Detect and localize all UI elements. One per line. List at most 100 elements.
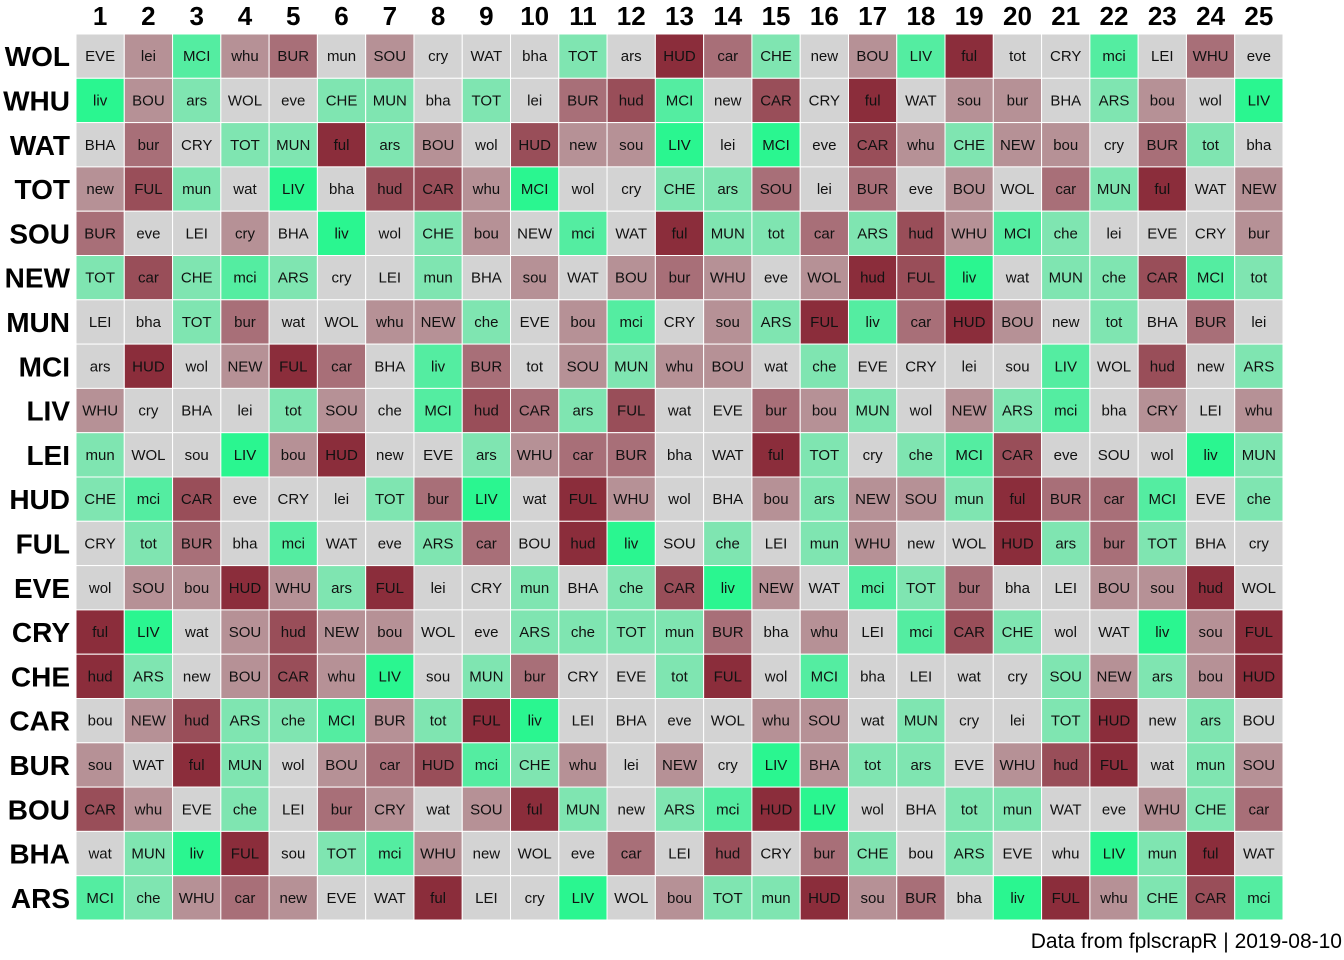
fixture-opponent-label: WOL [228,92,262,109]
fixture-opponent-label: ars [814,491,835,508]
fixture-cell: bou [1137,77,1187,124]
fixture-cell-fill [896,122,946,168]
fixture-cell: mci [896,609,946,655]
fixture-cell-fill [992,255,1043,301]
fixture-cell: WHU [944,210,994,256]
fixture-cell: MCI [1137,476,1187,522]
fixture-opponent-label: mci [861,580,884,597]
fixture-opponent-label: bur [524,668,546,685]
fixture-cell-fill [1234,476,1284,522]
fixture-cell: bou [799,387,849,434]
fixture-opponent-label: LIV [234,447,257,464]
fixture-opponent-label: WAT [712,447,744,464]
gameweek-label: 20 [1003,1,1032,31]
fixture-opponent-label: lei [817,181,832,198]
fixture-opponent-label: bur [138,137,160,154]
fixture-opponent-label: mci [620,314,643,331]
fixture-opponent-label: CRY [1195,225,1226,242]
fixture-opponent-label: BHA [616,713,647,730]
fixture-opponent-label: ful [1010,491,1026,508]
fixture-cell-fill [1234,77,1284,124]
fixture-opponent-label: mun [327,48,356,65]
fixture-cell-fill [413,875,463,921]
fixture-cell: TOT [896,565,946,611]
fixture-cell-fill [172,786,222,832]
fixture-cell-fill [1185,122,1236,168]
fixture-opponent-label: WHU [179,890,215,907]
fixture-cell-fill [1041,786,1091,832]
fixture-opponent-label: SOU [1098,447,1131,464]
fixture-cell: bou [461,210,512,256]
fixture-cell: WHU [847,520,898,567]
fixture-cell: ARS [992,387,1043,434]
fixture-opponent-label: HUD [422,757,455,774]
fixture-cell-fill [1041,343,1091,389]
fixture-cell: WHU [268,565,318,611]
fixture-cell: WHU [75,387,125,434]
fixture-cell: EVE [703,387,753,434]
fixture-cell-fill [896,210,946,256]
fixture-cell: BUR [847,166,898,212]
fixture-cell-fill [123,786,174,832]
fixture-opponent-label: bha [957,890,983,907]
fixture-opponent-label: CHE [519,757,551,774]
fixture-cell: ARS [1089,77,1139,124]
fixture-cell: ful [316,122,367,168]
fixture-opponent-label: FUL [472,713,500,730]
fixture-opponent-label: WAT [1050,801,1082,818]
fixture-opponent-label: CHE [857,846,889,863]
fixture-opponent-label: liv [190,846,205,863]
fixture-cell: NEW [1089,653,1139,700]
fixture-cell-fill [1041,166,1091,212]
fixture-cell-fill [268,609,318,655]
fixture-opponent-label: SOU [470,801,503,818]
fixture-cell: CRY [799,77,849,124]
fixture-cell-fill [1185,77,1236,124]
team-label: WHU [3,85,70,116]
fixture-opponent-label: ars [910,757,931,774]
fixture-cell: WAT [1185,166,1236,212]
fixture-opponent-label: WOL [324,314,358,331]
fixture-opponent-label: LEI [282,801,305,818]
fixture-cell-fill [365,299,415,345]
fixture-cell: new [896,520,946,567]
fixture-opponent-label: LIV [813,801,836,818]
fixture-cell-fill [510,210,560,256]
fixture-cell: car [1234,786,1284,832]
fixture-cell: bur [413,476,463,522]
fixture-opponent-label: cry [525,890,545,907]
fixture-cell-fill [1234,166,1284,212]
fixture-cell: wol [172,343,222,389]
fixture-cell-fill [606,432,656,478]
fixture-opponent-label: wat [1150,757,1175,774]
fixture-opponent-label: FUL [1100,757,1128,774]
fixture-opponent-label: MCI [86,890,114,907]
fixture-opponent-label: TOT [1051,713,1081,730]
fixture-cell-fill [606,565,656,611]
fixture-cell: SOU [896,476,946,522]
fixture-cell: bou [558,299,608,345]
fixture-cell: lei [1234,299,1284,345]
fixture-opponent-label: mun [810,535,839,552]
fixture-cell: CRY [751,830,801,877]
fixture-cell-fill [1185,432,1236,478]
fixture-cell: BHA [799,742,849,788]
fixture-opponent-label: WHU [275,580,311,597]
fixture-cell: HUD [992,520,1043,567]
fixture-cell-fill [558,387,608,434]
fixture-cell: BHA [1041,77,1091,124]
fixture-cell: NEW [944,387,994,434]
fixture-cell: CAR [1137,255,1187,301]
fixture-cell: mci [461,742,512,788]
fixture-cell: liv [847,299,898,345]
fixture-cell: tot [123,520,174,567]
fixture-opponent-label: BHA [905,801,936,818]
fixture-opponent-label: BOU [422,137,455,154]
fixture-cell: CHE [1137,875,1187,921]
fixture-opponent-label: MUN [711,225,745,242]
fixture-cell: hud [461,387,512,434]
fixture-cell: FUL [268,343,318,389]
fixture-cell: ars [558,387,608,434]
fixture-cell: BUR [896,875,946,921]
